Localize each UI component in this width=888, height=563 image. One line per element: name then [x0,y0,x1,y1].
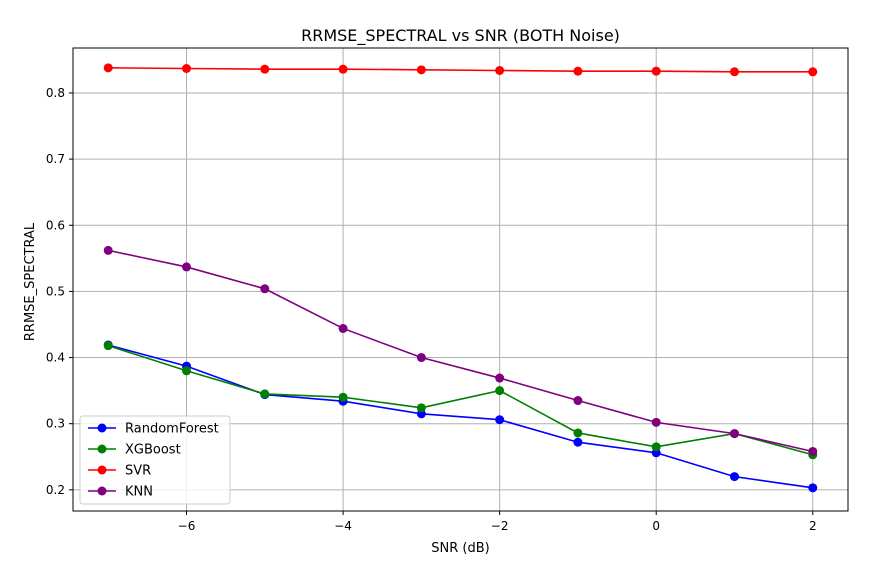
data-point-svr [808,67,818,77]
data-point-xgboost [573,428,583,438]
x-tick-label: −2 [491,519,509,533]
legend-label-svr: SVR [125,464,151,479]
series-line-xgboost [107,344,813,456]
data-point-knn [260,284,270,294]
data-point-svr [495,65,505,75]
y-tick-label: 0.4 [46,351,65,365]
data-point-knn [338,323,348,333]
data-point-xgboost [495,386,505,396]
data-point-randomforest [495,415,505,425]
data-point-knn [103,245,113,255]
data-point-svr [182,64,192,74]
data-point-knn [573,396,583,406]
legend: RandomForest XGBoost SVR KNN [79,415,231,505]
y-tick-label: 0.5 [46,284,65,298]
x-tick-label: 0 [652,519,660,533]
data-point-knn [808,446,818,456]
legend-label-knn: KNN [125,485,153,500]
data-point-svr [729,67,739,77]
y-tick-label: 0.3 [46,417,65,431]
data-point-xgboost [260,389,270,399]
legend-box [79,415,231,505]
data-point-xgboost [182,366,192,376]
x-tick-label: −6 [178,519,196,533]
data-point-svr [260,64,270,74]
data-point-svr [573,66,583,76]
data-point-knn [182,262,192,272]
data-point-svr [416,65,426,75]
x-tick-label: −4 [334,519,352,533]
y-tick-label: 0.2 [46,483,65,497]
y-axis-label: RRMSE_SPECTRAL [23,222,38,341]
legend-marker-knn [97,486,107,496]
data-point-xgboost [338,392,348,402]
series-line-knn [108,249,813,453]
data-point-randomforest [808,483,818,493]
series-svr [103,63,818,77]
data-point-knn [651,417,661,427]
series-line-randomforest [108,344,813,489]
legend-label-randomforest: RandomForest [125,422,219,437]
legend-marker-xgboost [97,444,107,454]
x-tick-label: 2 [809,519,817,533]
series-layer [103,63,818,493]
data-point-randomforest [729,472,739,482]
data-point-knn [729,429,739,439]
legend-marker-randomforest [97,423,107,433]
data-point-knn [416,353,426,363]
series-line-svr [108,67,813,73]
y-tick-label: 0.8 [46,86,65,100]
data-point-svr [103,63,113,73]
series-knn [103,245,818,456]
data-point-xgboost [416,403,426,413]
x-axis-label: SNR (dB) [431,541,489,556]
data-point-svr [338,64,348,74]
legend-label-xgboost: XGBoost [125,443,181,458]
y-tick-label: 0.6 [46,218,65,232]
y-tick-label: 0.7 [46,152,65,166]
data-point-svr [651,66,661,76]
chart-title: RRMSE_SPECTRAL vs SNR (BOTH Noise) [301,26,620,46]
data-point-xgboost [651,442,661,452]
plot-frame [72,47,849,512]
data-point-xgboost [103,341,113,351]
data-point-randomforest [573,437,583,447]
ticks: −6 −4 −2 0 2 0.2 0.3 0.4 0.5 0.6 0.7 0.8 [46,86,817,533]
data-point-knn [495,373,505,383]
legend-marker-svr [97,465,107,475]
